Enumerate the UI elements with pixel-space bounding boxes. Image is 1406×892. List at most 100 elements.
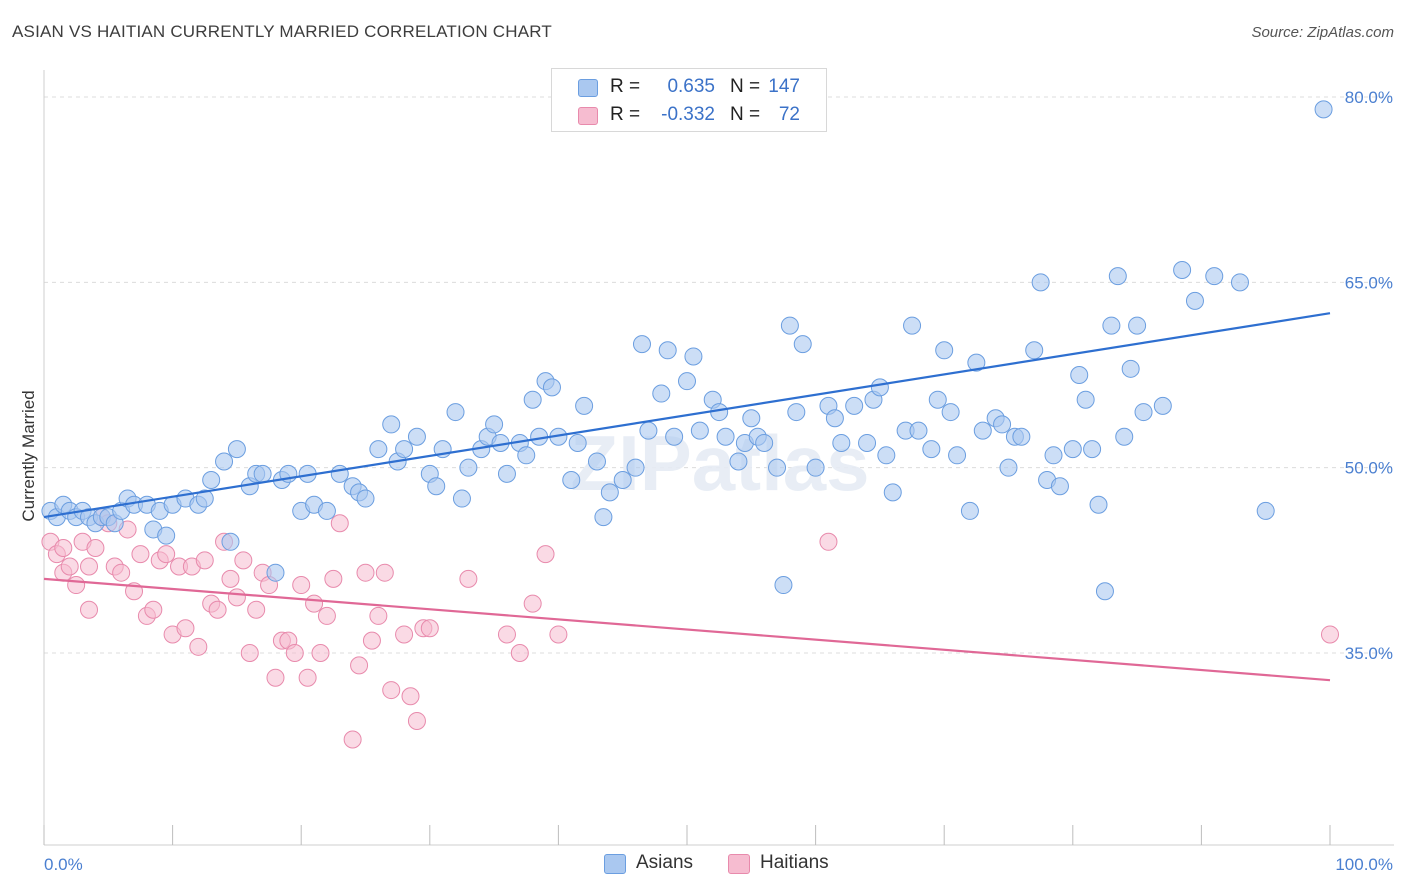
asian-point xyxy=(523,390,542,409)
haitian-point xyxy=(510,644,529,662)
haitian-point xyxy=(266,668,285,687)
asian-points xyxy=(41,100,1333,601)
asian-point xyxy=(317,501,336,520)
haitian-point xyxy=(549,625,568,644)
asian-point xyxy=(858,433,877,452)
asian-point xyxy=(870,378,889,397)
asian-point xyxy=(793,335,812,354)
asian-point xyxy=(928,390,947,409)
y-tick-label: 50.0% xyxy=(1345,459,1393,478)
legend-r-value: 0.635 xyxy=(667,76,715,97)
haitian-point xyxy=(523,594,542,613)
haitian-point xyxy=(285,644,304,662)
asian-point xyxy=(587,452,606,471)
asian-point xyxy=(632,335,651,354)
asian-point xyxy=(427,477,446,496)
asian-point xyxy=(497,464,516,483)
legend-n-label: N = xyxy=(730,104,761,125)
legend-n-value: 147 xyxy=(768,76,800,97)
haitian-point xyxy=(221,569,240,588)
asian-point xyxy=(973,421,992,440)
x-tick-label: 100.0% xyxy=(1335,855,1393,874)
asian-point xyxy=(600,483,619,502)
asian-point xyxy=(1102,316,1121,335)
x-tick-label: 0.0% xyxy=(44,855,83,874)
haitian-point xyxy=(292,576,311,595)
asian-point xyxy=(1089,495,1108,514)
asian-point xyxy=(755,433,774,452)
haitians-legend-swatch xyxy=(728,854,750,874)
haitian-point xyxy=(80,557,99,576)
haitian-point xyxy=(356,563,375,582)
legend-r-label: R = xyxy=(610,76,641,97)
asian-point xyxy=(1185,291,1204,310)
asian-point xyxy=(227,440,246,459)
asian-point xyxy=(948,446,967,465)
asian-point xyxy=(575,396,594,415)
asian-point xyxy=(787,403,806,422)
haitians-legend-label: Haitians xyxy=(760,852,829,873)
asian-point xyxy=(356,489,375,508)
haitian-point xyxy=(330,514,349,533)
legend-row-asians: R = 0.635 N = 147 xyxy=(552,72,826,102)
haitian-point xyxy=(80,600,99,619)
asian-point xyxy=(1076,390,1095,409)
asian-trendline xyxy=(43,312,1331,519)
asian-point xyxy=(742,409,761,428)
haitian-point xyxy=(144,600,163,619)
asian-point xyxy=(459,458,478,477)
haitian-point xyxy=(536,545,555,564)
trendlines xyxy=(43,312,1331,682)
asian-point xyxy=(1115,427,1134,446)
haitian-points xyxy=(41,508,1339,749)
asian-point xyxy=(909,421,928,440)
asian-point xyxy=(652,384,671,403)
asian-point xyxy=(960,501,979,520)
asian-point xyxy=(1050,477,1069,496)
haitian-point xyxy=(131,545,150,564)
asian-point xyxy=(1108,267,1127,286)
asian-point xyxy=(922,440,941,459)
series-legend: Asians Haitians xyxy=(0,850,1406,880)
haitian-point xyxy=(459,569,478,588)
haitian-point xyxy=(362,631,381,650)
haitian-point xyxy=(86,538,105,557)
asian-point xyxy=(382,415,401,434)
haitian-point xyxy=(67,576,86,595)
asian-point xyxy=(832,433,851,452)
haitian-point xyxy=(375,563,394,582)
asian-point xyxy=(485,415,504,434)
haitian-point xyxy=(819,532,838,551)
chart-source: Source: ZipAtlas.com xyxy=(1251,24,1394,41)
asian-point xyxy=(266,563,285,582)
asian-point xyxy=(1153,396,1172,415)
asian-point xyxy=(626,458,645,477)
asian-point xyxy=(1121,359,1140,378)
axes xyxy=(43,70,1394,846)
haitian-point xyxy=(317,606,336,625)
asian-point xyxy=(690,421,709,440)
haitians-swatch xyxy=(578,107,598,125)
asian-point xyxy=(877,446,896,465)
asians-swatch xyxy=(578,79,598,97)
haitian-point xyxy=(298,668,317,687)
legend-n-value: 72 xyxy=(778,104,800,125)
asian-point xyxy=(678,372,696,391)
haitian-point xyxy=(247,600,266,619)
asian-point xyxy=(845,396,864,415)
haitian-point xyxy=(305,594,324,613)
haitian-point xyxy=(157,545,176,564)
haitian-point xyxy=(195,551,214,570)
haitian-point xyxy=(401,687,420,706)
haitian-trendline xyxy=(43,577,1331,682)
gridlines xyxy=(44,96,1394,654)
y-tick-label: 35.0% xyxy=(1345,644,1393,663)
asian-point xyxy=(1205,267,1224,286)
asian-point xyxy=(716,427,735,446)
asian-point xyxy=(562,471,581,490)
asian-point xyxy=(935,341,954,360)
haitian-point xyxy=(395,625,414,644)
asian-point xyxy=(1083,440,1102,459)
asian-point xyxy=(594,508,613,527)
asian-point xyxy=(729,452,748,471)
